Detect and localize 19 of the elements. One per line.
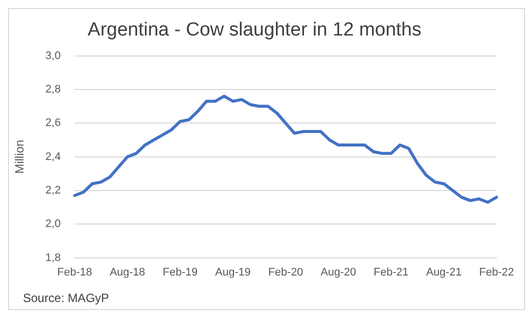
- y-axis-title: Million: [12, 140, 27, 174]
- x-tick-label: Feb-22: [479, 266, 514, 278]
- x-tick-label: Feb-20: [268, 266, 304, 278]
- chart-title: Argentina - Cow slaughter in 12 months: [88, 20, 422, 41]
- x-tick-label: Aug-20: [320, 266, 356, 278]
- x-tick-label: Feb-19: [162, 266, 198, 278]
- x-tick-label: Aug-18: [110, 266, 146, 278]
- y-tick-label: 2,4: [45, 150, 61, 163]
- x-tick-label: Aug-19: [215, 266, 251, 278]
- y-tick-label: 3,0: [45, 50, 61, 62]
- x-tick-label: Feb-18: [57, 266, 92, 278]
- source-note: Source: MAGyP: [23, 291, 110, 305]
- x-tick-label: Aug-21: [426, 266, 462, 278]
- y-tick-label: 2,6: [45, 117, 61, 130]
- y-tick-label: 2,2: [45, 184, 61, 196]
- y-tick-label: 2,8: [45, 84, 61, 96]
- y-tick-label: 2,0: [45, 218, 61, 230]
- y-tick-label: 1,8: [45, 252, 61, 264]
- x-tick-label: Feb-21: [374, 266, 409, 278]
